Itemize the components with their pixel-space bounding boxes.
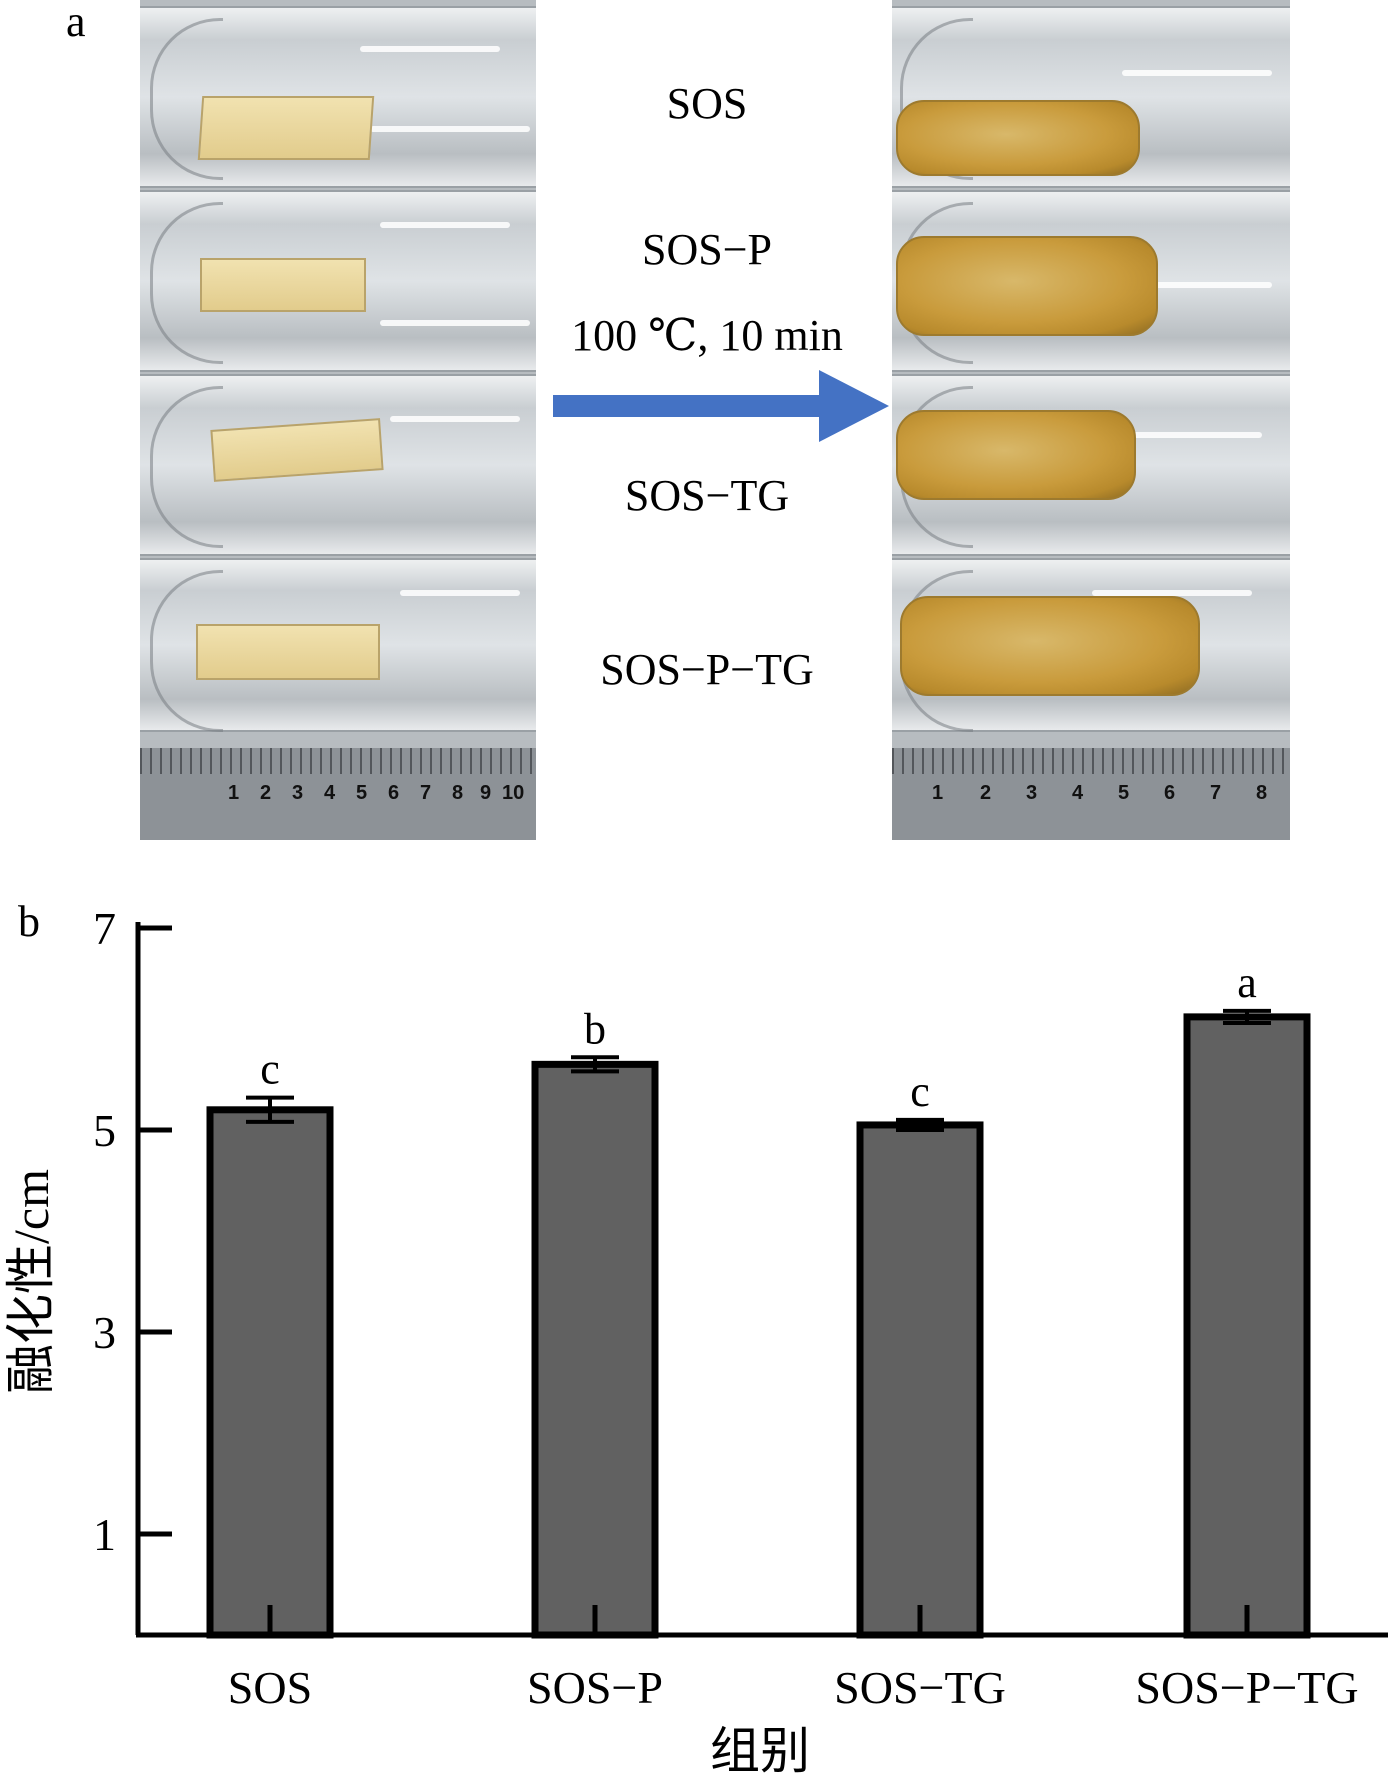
sample-label-sos: SOS [666,79,748,128]
y-axis-title: 融化性/cm [3,1169,59,1394]
y-tick-label: 1 [93,1509,116,1560]
panel-b-label: b [18,897,40,946]
significance-label: b [584,1004,606,1053]
x-tick-label: SOS−P [527,1662,663,1713]
panel-a-label: a [66,0,86,46]
x-tick-label: SOS−P−TG [1135,1662,1358,1713]
bar [531,1060,659,1639]
heating-condition-label: 100 ℃, 10 min [571,311,843,360]
bar [856,1121,984,1639]
significance-label: c [260,1045,280,1094]
x-tick-label: SOS−TG [834,1662,1006,1713]
ruler-before: 1 2 3 4 5 6 7 8 9 10 [140,748,536,840]
x-axis-title: 组别 [710,1723,810,1779]
ruler-after: 1 2 3 4 5 6 7 8 [892,748,1290,840]
significance-label: a [1237,958,1257,1007]
y-tick-label: 5 [93,1105,116,1156]
bar [1183,1013,1311,1639]
y-tick-label: 7 [93,903,116,954]
photo-before-heating: 1 2 3 4 5 6 7 8 9 10 [140,0,536,840]
sample-label-sos-p-tg: SOS−P−TG [600,645,814,694]
x-tick-label: SOS [228,1662,312,1713]
significance-label: c [910,1067,930,1116]
bar [206,1106,334,1639]
photo-after-heating: 1 2 3 4 5 6 7 8 [892,0,1290,840]
sample-label-sos-tg: SOS−TG [624,471,790,520]
y-tick-label: 3 [93,1307,116,1358]
sample-label-sos-p: SOS−P [641,225,772,274]
arrow-right-icon [553,370,889,442]
melting-bar-chart: 1 3 5 7 c SOS b SOS−P c SOS−TG a SOS−P−TG 组别 融化性/cm [3,903,1388,1779]
